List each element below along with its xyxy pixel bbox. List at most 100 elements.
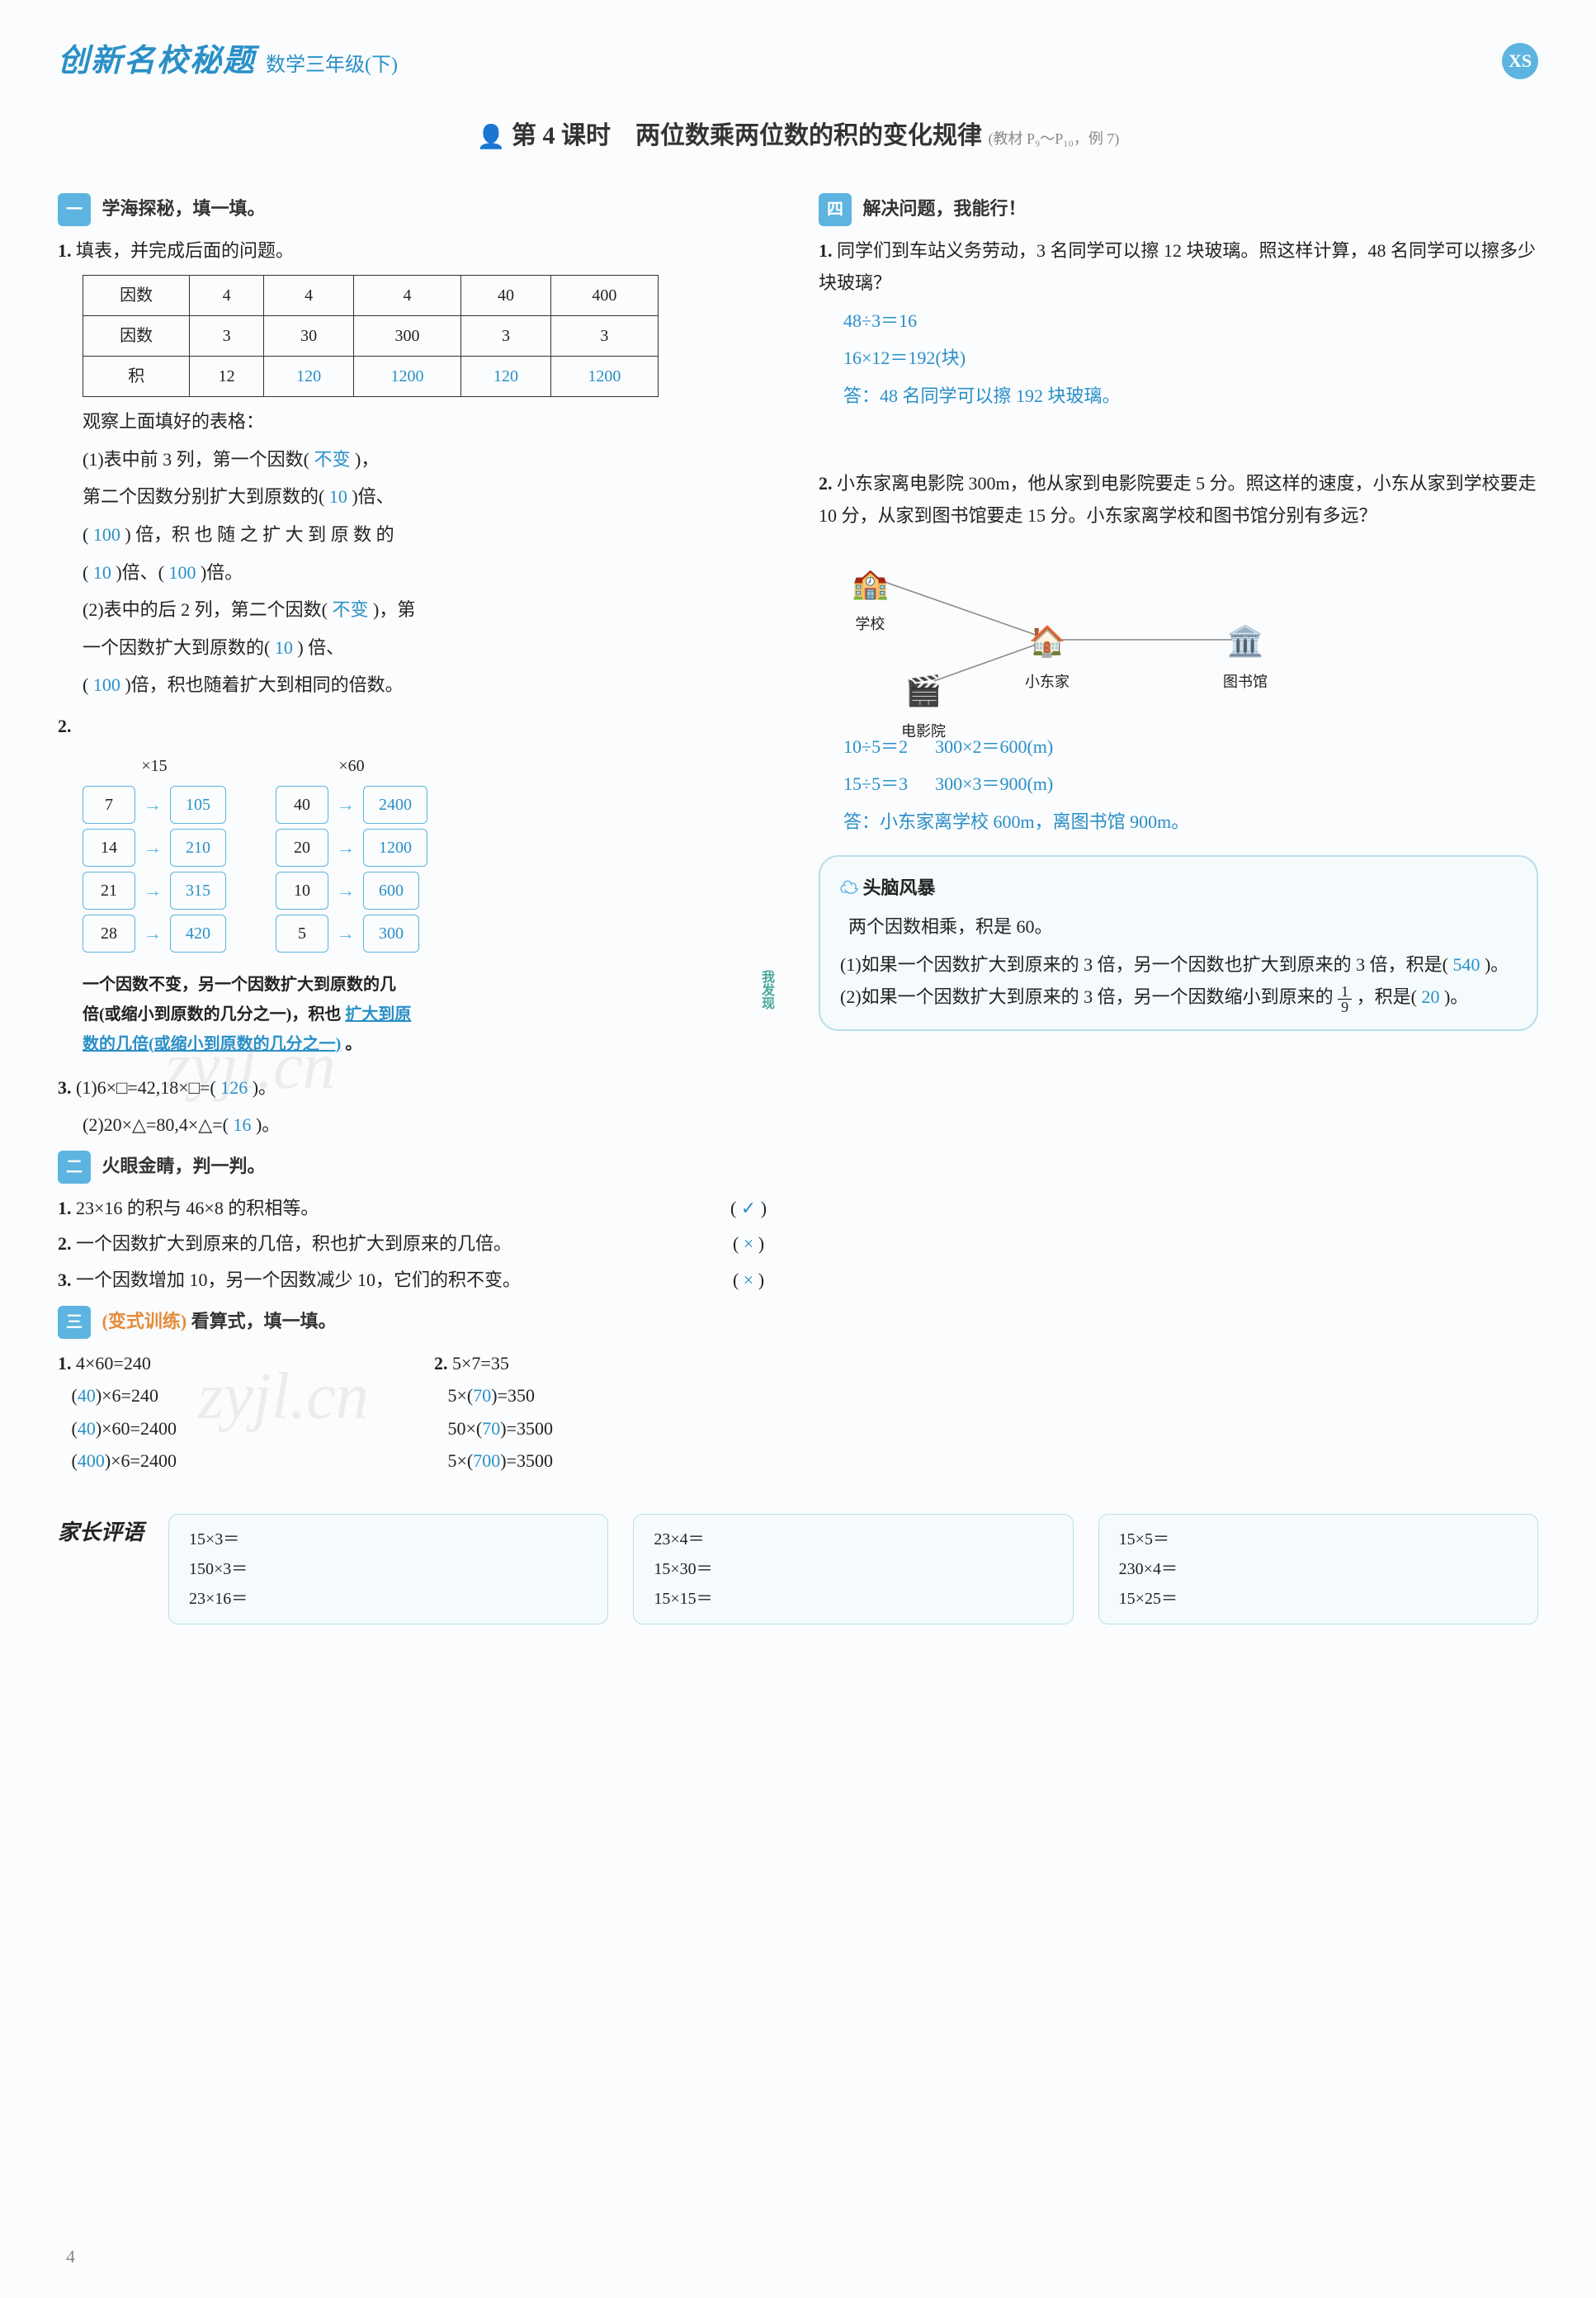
footer-eq-line: 15×15＝ (654, 1584, 1052, 1614)
label: 2. (434, 1353, 448, 1374)
col1-head: 1. 4×60=240 (58, 1347, 401, 1380)
footer-equations: 15×3＝150×3＝23×16＝23×4＝15×30＝15×15＝15×5＝2… (168, 1514, 1538, 1624)
txt: ，积是( (1357, 986, 1417, 1007)
section-3-head: 三 (变式训练) 看算式，填一填。 (58, 1305, 777, 1339)
q1: 1. 填表，并完成后面的问题。 (58, 234, 777, 267)
cell: 12 (190, 357, 264, 397)
node-home: 🏠 小东家 (1025, 615, 1070, 695)
flow-output: 1200 (363, 829, 427, 867)
library-icon: 🏛️ (1223, 615, 1268, 669)
flow-row: 20→1200 (276, 829, 427, 867)
judge-text: 2. 一个因数扩大到原来的几倍，积也扩大到原来的几倍。 (58, 1227, 512, 1260)
ans: 10 (329, 486, 347, 507)
fraction: 1 9 (1338, 984, 1352, 1014)
p2b: 一个因数扩大到原数的( 10 ) 倍、 (83, 631, 777, 664)
node-school: 🏫 学校 (852, 557, 889, 637)
txt: 小东家离电影院 300m，他从家到电影院要走 5 分。照这样的速度，小东从家到学… (819, 473, 1537, 527)
arrow-icon: → (144, 788, 162, 821)
label: 2. (819, 473, 833, 494)
sec4-q2: 2. 小东家离电影院 300m，他从家到电影院要走 5 分。照这样的速度，小东从… (819, 467, 1538, 532)
brain-intro: 两个因数相乘，积是 60。 (848, 910, 1517, 943)
txt: ( (83, 562, 88, 583)
w4: 300×3＝900(m) (935, 773, 1053, 794)
q2-work-row1: 10÷5＝2 300×2＝600(m) (843, 731, 1538, 764)
section-4-title: 解决问题，我能行！ (863, 198, 1027, 219)
page-header: 创新名校秘题 数学三年级(下) XS (58, 33, 1538, 89)
w1: 10÷5＝2 (843, 736, 908, 757)
txt: 第二个因数分别扩大到原数的( (83, 486, 324, 507)
flow-left-label: ×15 (83, 751, 226, 781)
cell-ans: 120 (460, 357, 550, 397)
lesson-title: 👤 第 4 课时 两位数乘两位数的积的变化规律 (教材 P₉～P₁₀，例 7) (58, 114, 1538, 158)
txt: 4×60=240 (76, 1353, 151, 1374)
flow-input: 10 (276, 872, 328, 910)
flow-container: ×15 7→10514→21021→31528→420 ×60 40→24002… (83, 751, 777, 958)
flow-input: 40 (276, 786, 328, 824)
cell-ans: 1200 (551, 357, 658, 397)
q2: 2. (58, 710, 777, 743)
parent-comment-label: 家长评语 (58, 1514, 144, 1553)
txt: 头脑风暴 (863, 877, 936, 898)
eq-line: (40)×6=240 (58, 1379, 401, 1412)
txt: (2)20×△=80,4×△=( (83, 1114, 229, 1135)
cell: 300 (354, 316, 460, 357)
rule-side: 我发现 (753, 970, 777, 1010)
footer-eq-line: 230×4＝ (1119, 1554, 1518, 1584)
footer-eq-line: 150×3＝ (189, 1554, 588, 1584)
txt: )倍。 (201, 562, 243, 583)
flow-output: 315 (170, 872, 226, 910)
flow-input: 5 (276, 915, 328, 953)
txt: 同学们到车站义务劳动，3 名同学可以擦 12 块玻璃。照这样计算，48 名同学可… (819, 240, 1536, 294)
flow-output: 2400 (363, 786, 427, 824)
q3-label: 3. (58, 1077, 72, 1098)
arrow-icon: → (144, 874, 162, 907)
footer-eq-line: 15×3＝ (189, 1525, 588, 1554)
txt: )。 (256, 1114, 280, 1135)
ans: 126 (220, 1077, 248, 1098)
flow-input: 21 (83, 872, 135, 910)
sec3-col1: 1. 4×60=240 (40)×6=240 (40)×60=2400 (400… (58, 1347, 401, 1478)
brain-p1: (1)如果一个因数扩大到原来的 3 倍，另一个因数也扩大到原来的 3 倍，积是(… (840, 948, 1517, 981)
txt: ( (83, 524, 88, 545)
table-row: 积 12 120 1200 120 1200 (83, 357, 659, 397)
judge-answer: ( × ) (720, 1227, 777, 1260)
flow-output: 210 (170, 829, 226, 867)
cell: 400 (551, 276, 658, 316)
cell: 3 (460, 316, 550, 357)
flow-input: 14 (83, 829, 135, 867)
txt: )倍、( (116, 562, 164, 583)
cell-ans: 1200 (354, 357, 460, 397)
eq-line: 5×(700)=3500 (434, 1445, 777, 1478)
page-footer: 家长评语 15×3＝150×3＝23×16＝23×4＝15×30＝15×15＝1… (58, 1514, 1538, 1624)
section-1-marker: 一 (58, 193, 91, 226)
judge-item: 3. 一个因数增加 10，另一个因数减少 10，它们的积不变。( × ) (58, 1264, 777, 1297)
p1c: ( 100 ) 倍，积 也 随 之 扩 大 到 原 数 的 (83, 518, 777, 551)
q1-answer: 答：48 名同学可以擦 192 块玻璃。 (843, 380, 1538, 413)
footer-eq-line: 23×16＝ (189, 1584, 588, 1614)
q3-2: (2)20×△=80,4×△=( 16 )。 (83, 1109, 777, 1142)
right-column: 四 解决问题，我能行！ 1. 同学们到车站义务劳动，3 名同学可以擦 12 块玻… (819, 184, 1538, 1481)
q2-work-row2: 15÷5＝3 300×3＝900(m) (843, 768, 1538, 801)
lesson-main: 两位数乘两位数的积的变化规律 (635, 122, 982, 149)
txt: ) 倍、 (297, 637, 344, 658)
sec4-q1: 1. 同学们到车站义务劳动，3 名同学可以擦 12 块玻璃。照这样计算，48 名… (819, 234, 1538, 300)
ans: 数的几倍(或缩小到原数的几分之一) (83, 1035, 341, 1053)
footer-eq-box: 15×5＝230×4＝15×25＝ (1098, 1514, 1538, 1624)
brain-p2: (2)如果一个因数扩大到原来的 3 倍，另一个因数缩小到原来的 1 9 ，积是(… (840, 981, 1517, 1014)
txt: )。 (1485, 954, 1509, 975)
cell: 4 (190, 276, 264, 316)
footer-eq-box: 15×3＝150×3＝23×16＝ (168, 1514, 608, 1624)
w3: 15÷5＝3 (843, 773, 908, 794)
txt: )倍、 (352, 486, 394, 507)
q1-text: 填表，并完成后面的问题。 (76, 240, 294, 261)
section-2-title: 火眼金睛，判一判。 (102, 1156, 266, 1176)
txt: (2)表中的后 2 列，第二个因数( (83, 599, 328, 620)
ans: 不变 (332, 599, 368, 620)
ans: 100 (93, 524, 120, 545)
flow-row: 7→105 (83, 786, 226, 824)
arrow-icon: → (337, 874, 355, 907)
flow-row: 10→600 (276, 872, 427, 910)
map-diagram: 🏫 学校 🏠 小东家 🎬 电影院 🏛️ 图书馆 (819, 549, 1538, 714)
p2a: (2)表中的后 2 列，第二个因数( 不变 )，第 (83, 593, 777, 627)
judge-answer: ( × ) (720, 1264, 777, 1297)
